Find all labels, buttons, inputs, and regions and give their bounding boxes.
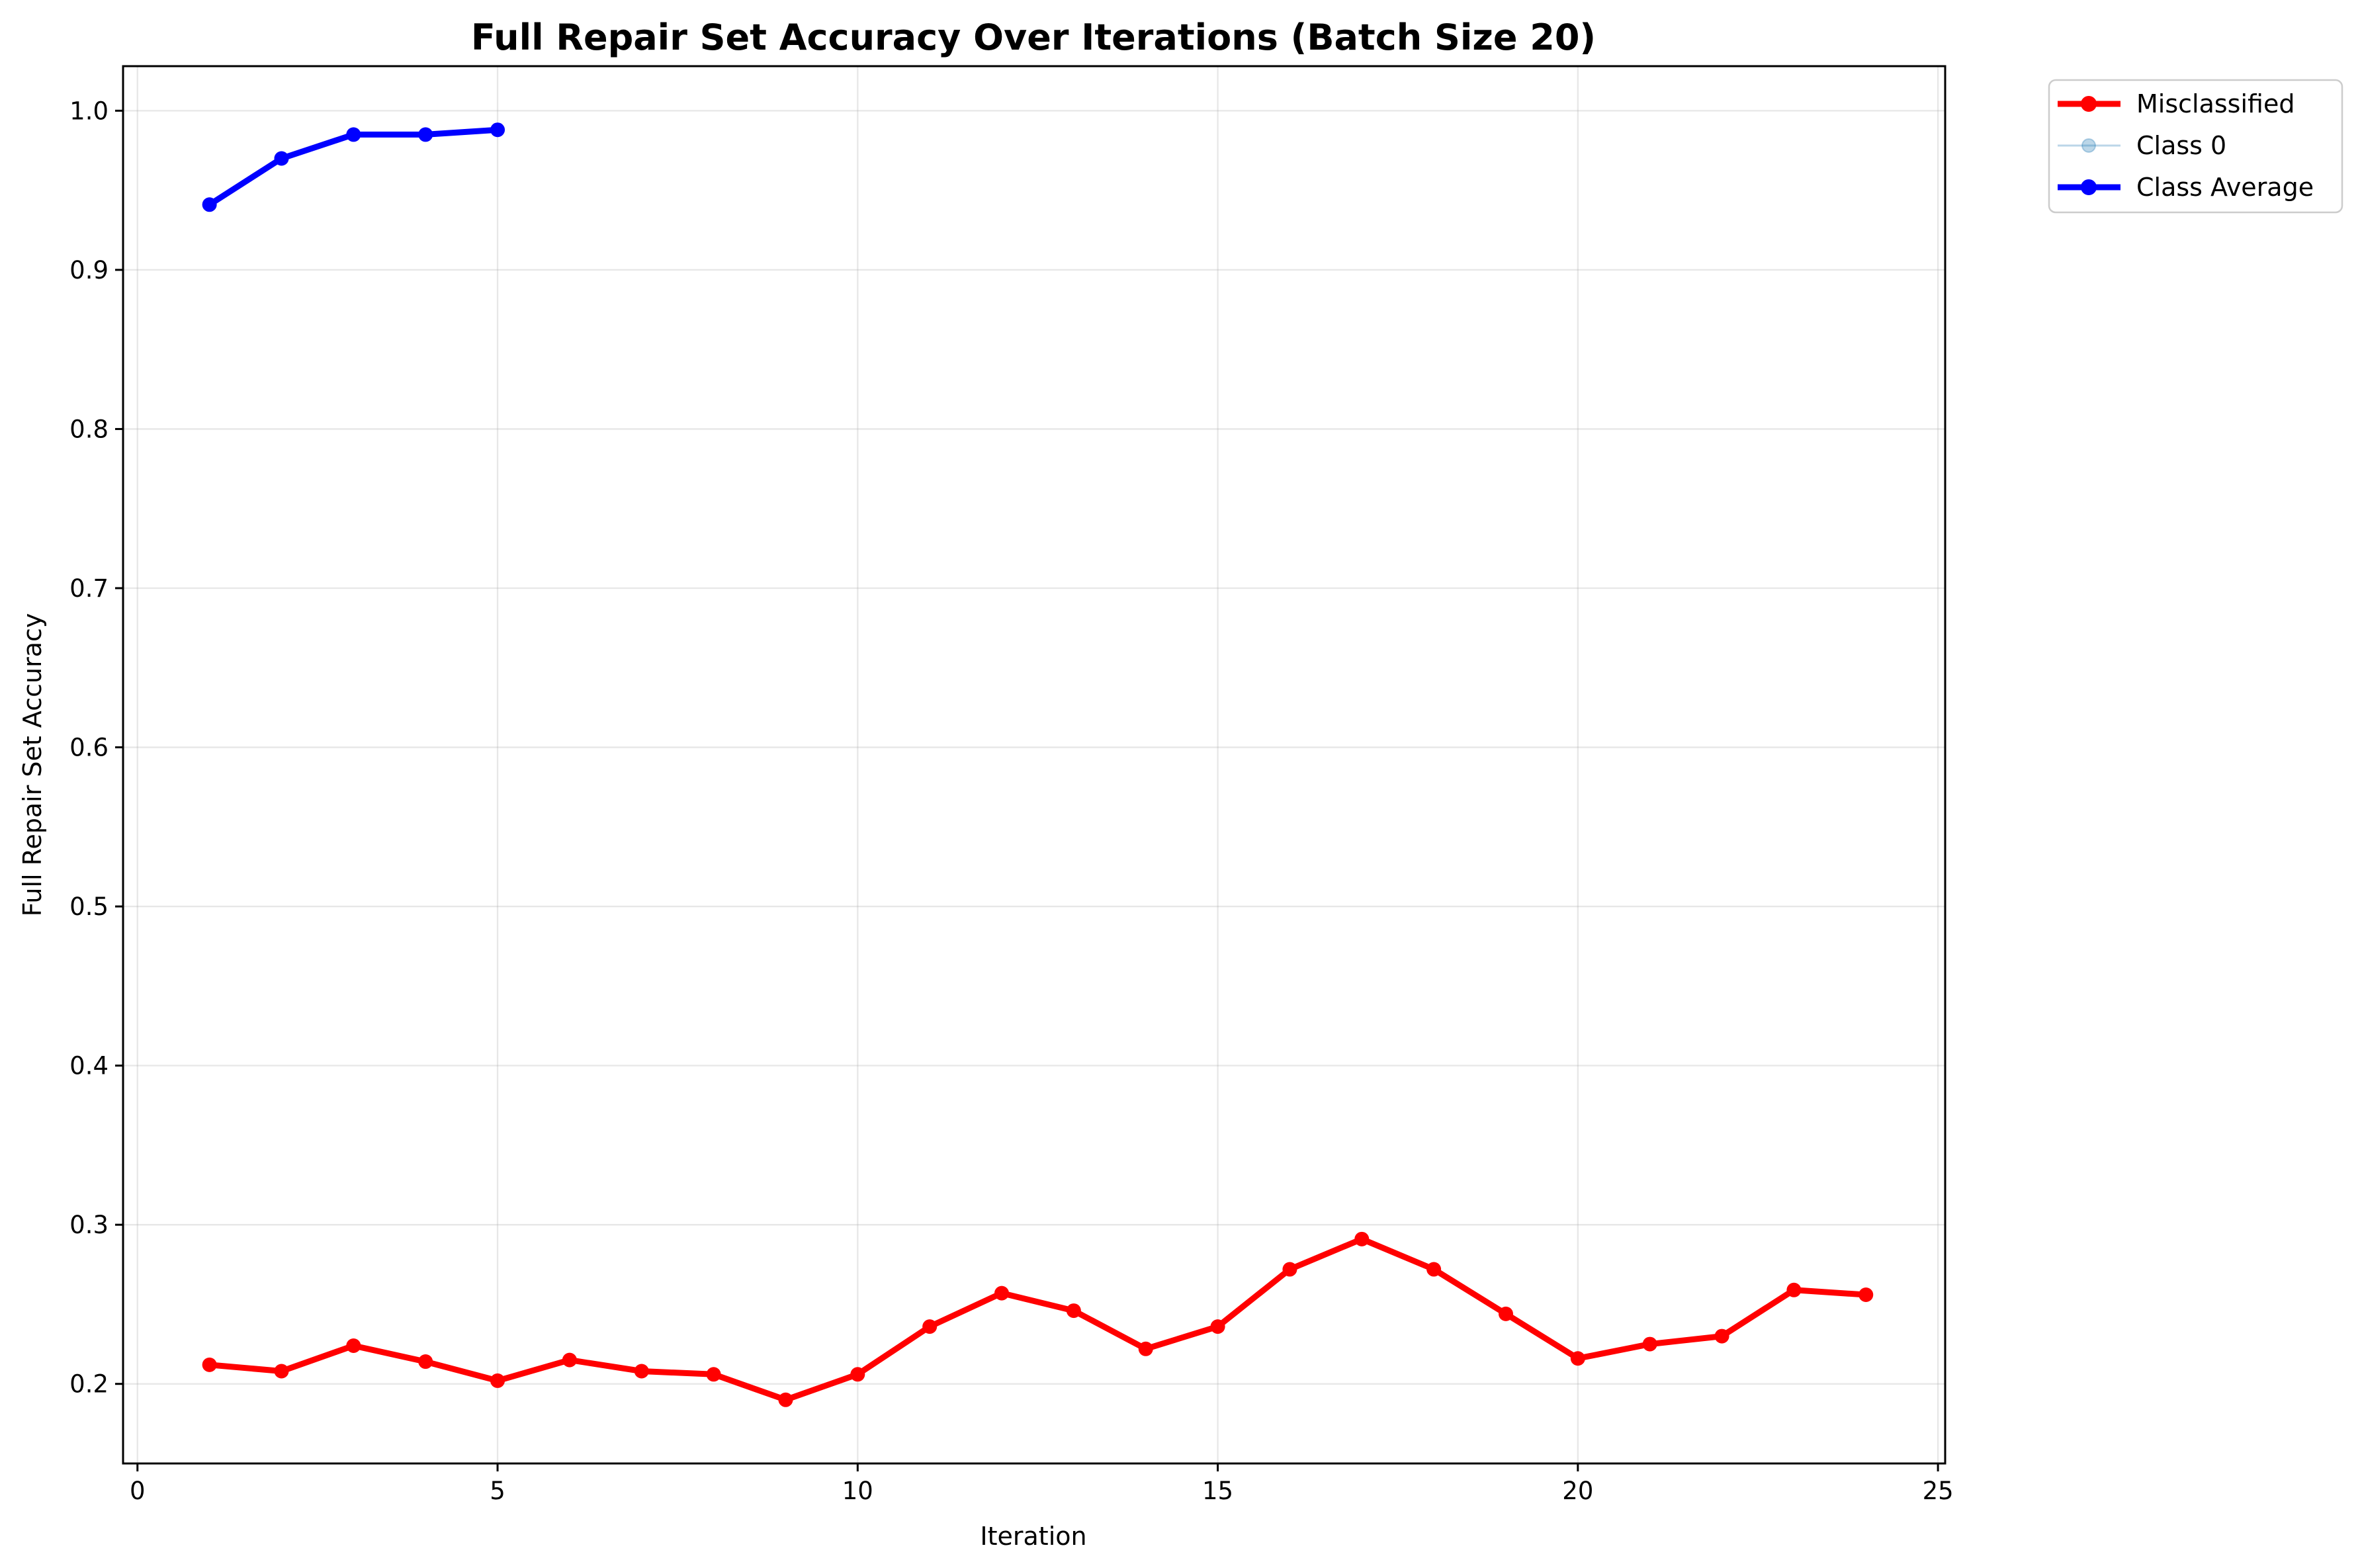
class-average-legend-label: Class Average	[2136, 173, 2314, 202]
x-tick-label: 25	[1923, 1477, 1954, 1505]
misclassified-data-point	[1858, 1287, 1874, 1303]
y-tick-label: 1.0	[69, 97, 109, 125]
plot-frame	[122, 65, 1946, 1465]
class-0-legend-label: Class 0	[2136, 131, 2226, 160]
misclassified-data-point	[1066, 1303, 1081, 1319]
legend: Misclassified Class 0 Class Average	[2048, 79, 2343, 214]
misclassified-data-point	[1786, 1282, 1802, 1297]
misclassified-legend-marker	[2081, 96, 2097, 112]
class-average-data-point	[490, 122, 505, 138]
misclassified-data-point	[850, 1367, 865, 1382]
class-average-data-point	[418, 127, 433, 142]
chart-title: Full Repair Set Accuracy Over Iterations…	[471, 17, 1596, 58]
y-tick-label: 0.8	[69, 415, 109, 443]
class-average-data-point	[346, 127, 361, 142]
misclassified-data-point	[1426, 1262, 1442, 1277]
misclassified-data-point	[1138, 1341, 1153, 1356]
misclassified-data-point	[1714, 1328, 1729, 1344]
misclassified-data-point	[778, 1392, 793, 1407]
misclassified-data-point	[562, 1352, 577, 1368]
x-tick-label: 0	[130, 1477, 146, 1505]
x-tick-label: 20	[1562, 1477, 1593, 1505]
y-tick-label: 0.5	[69, 893, 109, 921]
grid	[123, 66, 1945, 1463]
class-average-data-point	[202, 197, 217, 212]
misclassified-data-point	[1282, 1262, 1297, 1277]
misclassified-data-point	[1570, 1351, 1585, 1366]
legend-box	[2048, 79, 2343, 214]
misclassified-data-point	[634, 1364, 649, 1379]
y-axis: 0.2 0.3 0.4 0.5 0.6 0.7 0.8 0.9 1.0	[69, 97, 123, 1399]
x-tick-label: 5	[490, 1477, 505, 1505]
y-tick-label: 0.4	[69, 1052, 109, 1080]
y-tick-label: 0.9	[69, 256, 109, 284]
misclassified-data-point	[202, 1357, 217, 1372]
misclassified-data-point	[1642, 1336, 1657, 1352]
misclassified-data-point	[922, 1319, 938, 1334]
y-axis-label: Full Repair Set Accuracy	[18, 613, 47, 917]
misclassified-data-point	[418, 1354, 433, 1370]
misclassified-data-point	[706, 1367, 721, 1382]
x-axis-label: Iteration	[980, 1522, 1086, 1551]
y-tick-label: 0.2	[69, 1370, 109, 1399]
misclassified-data-point	[274, 1364, 289, 1379]
misclassified-data-point	[1354, 1231, 1370, 1246]
misclassified-data-point	[490, 1373, 505, 1388]
class-average-data-point	[274, 151, 289, 166]
plot-series	[202, 122, 1874, 1407]
misclassified-data-point	[994, 1285, 1010, 1301]
y-tick-label: 0.7	[69, 574, 109, 603]
x-tick-label: 15	[1202, 1477, 1233, 1505]
x-tick-label: 10	[842, 1477, 873, 1505]
y-tick-label: 0.3	[69, 1211, 109, 1239]
y-tick-label: 0.6	[69, 734, 109, 762]
misclassified-series-line	[206, 1236, 1869, 1403]
misclassified-data-point	[1498, 1306, 1513, 1321]
x-axis: 0 5 10 15 20 25	[130, 1463, 1954, 1505]
misclassified-data-point	[346, 1338, 361, 1353]
misclassified-legend-label: Misclassified	[2136, 89, 2294, 118]
class-0-legend-marker	[2081, 138, 2096, 153]
misclassified-data-point	[1210, 1319, 1225, 1334]
class-average-legend-marker	[2081, 179, 2097, 195]
